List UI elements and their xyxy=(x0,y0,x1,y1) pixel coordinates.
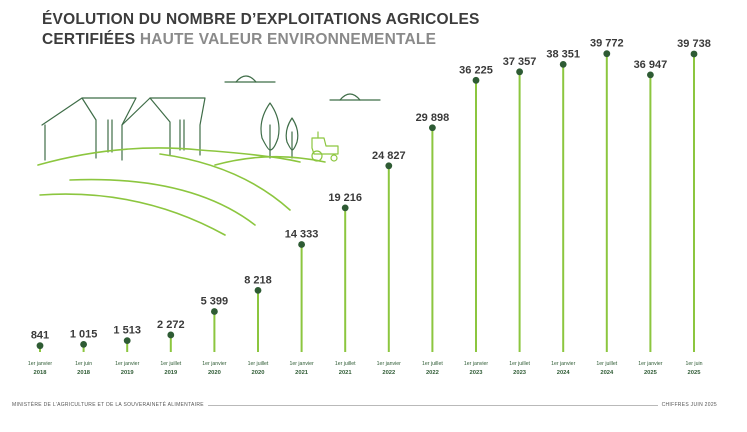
cloud-left-icon xyxy=(224,75,276,83)
tick-label-year: 2024 xyxy=(557,370,571,376)
tick-label-year: 2022 xyxy=(382,370,395,376)
trees-icon xyxy=(260,102,299,159)
data-point xyxy=(167,331,175,339)
tick-label-year: 2025 xyxy=(688,370,702,376)
tick-label-year: 2022 xyxy=(426,370,439,376)
data-point xyxy=(559,60,567,68)
tick-label-year: 2019 xyxy=(164,370,178,376)
chart-title: ÉVOLUTION DU NOMBRE D’EXPLOITATIONS AGRI… xyxy=(42,10,480,50)
tick-label-date: 1er janvier xyxy=(202,361,226,367)
data-point xyxy=(341,204,349,212)
tick-label-date: 1er juin xyxy=(75,361,92,367)
footer-divider xyxy=(207,404,658,406)
data-point xyxy=(254,286,262,294)
data-point xyxy=(123,337,131,345)
tick-label-date: 1er juillet xyxy=(422,361,443,367)
tick-label-year: 2018 xyxy=(77,370,91,376)
data-point xyxy=(36,342,44,350)
data-point xyxy=(690,50,698,58)
data-label: 14 333 xyxy=(285,229,319,241)
tick-label-date: 1er juin xyxy=(685,361,702,367)
data-label: 1 015 xyxy=(70,328,98,340)
tick-label-year: 2021 xyxy=(339,370,353,376)
tractor-icon xyxy=(311,131,339,162)
data-label: 39 772 xyxy=(590,38,624,50)
data-point xyxy=(298,241,305,248)
footer: MINISTÈRE DE L’AGRICULTURE ET DE LA SOUV… xyxy=(12,402,717,408)
tick-label-year: 2023 xyxy=(513,370,527,376)
data-label: 841 xyxy=(31,330,49,342)
tick-label-date: 1er juillet xyxy=(509,361,530,367)
data-label: 36 225 xyxy=(459,64,493,76)
tick-label-year: 2023 xyxy=(470,370,484,376)
tick-label-date: 1er janvier xyxy=(289,361,313,367)
tick-label-year: 2025 xyxy=(644,370,658,376)
data-point xyxy=(80,340,87,348)
data-label: 38 351 xyxy=(546,48,580,60)
data-label: 29 898 xyxy=(416,112,450,124)
data-point xyxy=(647,71,654,79)
data-label: 8 218 xyxy=(244,274,272,286)
cloud-right-icon xyxy=(329,93,381,101)
chart-title-line1: ÉVOLUTION DU NOMBRE D’EXPLOITATIONS AGRI… xyxy=(42,11,480,28)
chart-title-line2-dark: CERTIFIÉES xyxy=(42,31,136,48)
data-label: 5 399 xyxy=(201,296,229,308)
data-label: 36 947 xyxy=(634,59,668,71)
data-point xyxy=(429,124,436,132)
footer-date: CHIFFRES JUIN 2025 xyxy=(661,402,717,408)
hills-icon xyxy=(37,147,326,236)
footer-source: MINISTÈRE DE L’AGRICULTURE ET DE LA SOUV… xyxy=(12,402,204,408)
data-label: 2 272 xyxy=(157,319,185,331)
tick-label-date: 1er juillet xyxy=(160,361,181,367)
tick-label-date: 1er janvier xyxy=(28,361,52,367)
farm-buildings-icon xyxy=(41,97,206,161)
data-label: 19 216 xyxy=(328,192,362,204)
data-point xyxy=(385,162,393,170)
tick-label-date: 1er janvier xyxy=(464,361,488,367)
chart-marks: 841 1er janvier 2018 1 015 1er juin 2018 1 513… xyxy=(28,38,711,376)
data-label: 39 738 xyxy=(677,38,711,50)
tick-label-date: 1er janvier xyxy=(551,361,575,367)
data-label: 37 357 xyxy=(503,56,537,68)
data-label: 1 513 xyxy=(113,325,141,337)
tick-label-year: 2021 xyxy=(295,370,309,376)
tick-label-year: 2018 xyxy=(34,370,48,376)
tick-label-date: 1er janvier xyxy=(377,361,401,367)
tick-label-year: 2020 xyxy=(252,370,265,376)
tick-label-date: 1er janvier xyxy=(115,361,139,367)
tick-label-date: 1er juillet xyxy=(248,361,269,367)
chart-title-line2-light: HAUTE VALEUR ENVIRONNEMENTALE xyxy=(139,31,437,48)
tick-label-date: 1er juillet xyxy=(596,361,617,367)
data-point xyxy=(472,76,480,84)
illustration xyxy=(37,75,381,236)
data-point xyxy=(603,50,611,58)
data-label: 24 827 xyxy=(372,150,406,162)
tick-label-year: 2020 xyxy=(208,370,221,376)
tick-label-year: 2019 xyxy=(121,370,135,376)
tick-label-date: 1er juillet xyxy=(335,361,356,367)
tick-label-year: 2024 xyxy=(600,370,614,376)
tick-label-date: 1er janvier xyxy=(638,361,662,367)
data-point xyxy=(211,308,218,315)
data-point xyxy=(516,68,523,76)
